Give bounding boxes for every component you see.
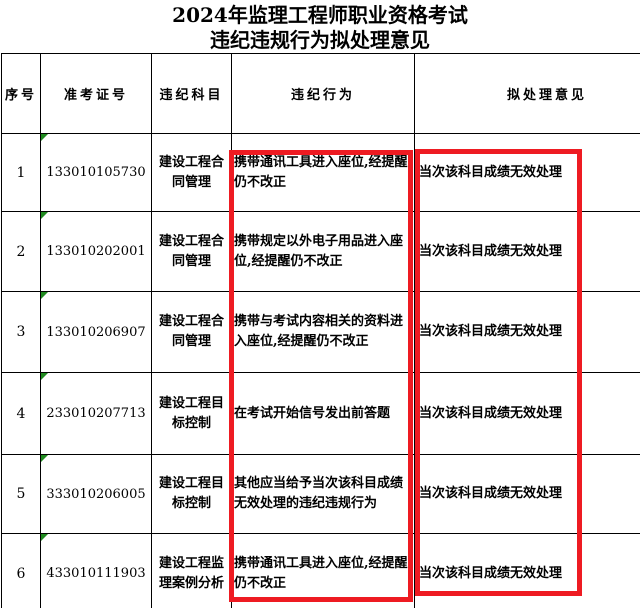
cell-subject: 建设工程监理案例分析 — [151, 533, 232, 608]
cell-no: 5 — [1, 454, 41, 534]
ticket-number: 133010105730 — [46, 165, 146, 180]
ticket-number: 233010207713 — [46, 406, 146, 421]
cell-subject: 建设工程合同管理 — [151, 291, 232, 373]
ticket-number: 333010206005 — [46, 486, 146, 502]
column-header-ticket: 准考证号 — [40, 53, 152, 134]
ticket-number: 433010111903 — [46, 566, 146, 581]
table-row: 5 333010206005 建设工程目标控制 其他应当给予当次该科目成绩无效处… — [1, 454, 640, 534]
column-header-no: 序号 — [1, 53, 41, 134]
cell-ticket: 433010111903 — [40, 533, 152, 608]
excel-note-triangle-icon — [41, 212, 48, 219]
violation-table: 序号 准考证号 违纪科目 违纪行为 拟处理意见 1 133010105730 建… — [1, 53, 640, 608]
table-row: 1 133010105730 建设工程合同管理 携带通讯工具进入座位,经提醒仍不… — [1, 133, 640, 212]
cell-ticket: 133010105730 — [40, 133, 152, 212]
cell-no: 6 — [1, 533, 41, 608]
cell-opinion: 当次该科目成绩无效处理 — [414, 291, 640, 373]
cell-subject: 建设工程合同管理 — [151, 133, 232, 212]
excel-note-triangle-icon — [41, 455, 48, 462]
cell-subject: 建设工程目标控制 — [151, 454, 232, 534]
cell-behavior: 携带通讯工具进入座位,经提醒仍不改正 — [231, 133, 415, 212]
highlight-box-opinion-column — [415, 149, 582, 596]
cell-no: 3 — [1, 291, 41, 373]
excel-note-triangle-icon — [41, 134, 48, 141]
cell-behavior: 携带与考试内容相关的资料进入座位,经提醒仍不改正 — [231, 291, 415, 373]
column-header-behavior: 违纪行为 — [231, 53, 415, 134]
column-header-opinion: 拟处理意见 — [414, 53, 640, 134]
table-row: 2 133010202001 建设工程合同管理 携带规定以外电子用品进入座位,经… — [1, 211, 640, 292]
ticket-number: 133010206907 — [46, 324, 146, 340]
cell-behavior: 携带通讯工具进入座位,经提醒仍不改正 — [231, 533, 415, 608]
ticket-number: 133010202001 — [46, 244, 146, 259]
page-title-line1: 2024年监理工程师职业资格考试 — [172, 3, 468, 27]
excel-note-triangle-icon — [41, 373, 48, 380]
cell-ticket: 133010202001 — [40, 211, 152, 292]
cell-opinion: 当次该科目成绩无效处理 — [414, 372, 640, 455]
table-row: 3 133010206907 建设工程合同管理 携带与考试内容相关的资料进入座位… — [1, 291, 640, 373]
cell-subject: 建设工程目标控制 — [151, 372, 232, 455]
page-title: 2024年监理工程师职业资格考试 违纪违规行为拟处理意见 — [0, 3, 640, 53]
cell-opinion: 当次该科目成绩无效处理 — [414, 211, 640, 292]
cell-behavior: 在考试开始信号发出前答题 — [231, 372, 415, 455]
cell-subject: 建设工程合同管理 — [151, 211, 232, 292]
table-header-row: 序号 准考证号 违纪科目 违纪行为 拟处理意见 — [1, 53, 640, 134]
cell-no: 1 — [1, 133, 41, 212]
cell-opinion: 当次该科目成绩无效处理 — [414, 454, 640, 534]
cell-ticket: 233010207713 — [40, 372, 152, 455]
cell-no: 4 — [1, 372, 41, 455]
page-title-line2: 违纪违规行为拟处理意见 — [210, 28, 430, 52]
cell-ticket: 333010206005 — [40, 454, 152, 534]
cell-no: 2 — [1, 211, 41, 292]
column-header-subject: 违纪科目 — [151, 53, 232, 134]
excel-note-triangle-icon — [41, 292, 48, 299]
highlight-box-behavior-column — [229, 150, 413, 602]
cell-behavior: 携带规定以外电子用品进入座位,经提醒仍不改正 — [231, 211, 415, 292]
excel-note-triangle-icon — [41, 534, 48, 541]
cell-opinion: 当次该科目成绩无效处理 — [414, 133, 640, 212]
cell-ticket: 133010206907 — [40, 291, 152, 373]
table-row: 4 233010207713 建设工程目标控制 在考试开始信号发出前答题 当次该… — [1, 372, 640, 455]
